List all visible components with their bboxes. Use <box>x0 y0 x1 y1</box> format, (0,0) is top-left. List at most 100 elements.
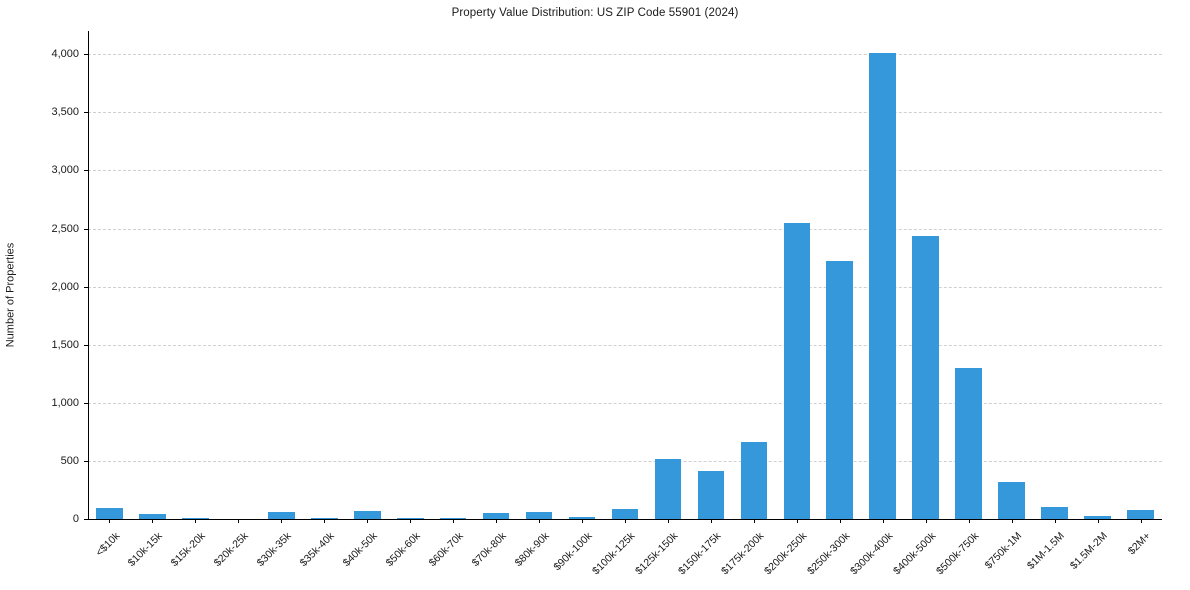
bar <box>869 53 897 519</box>
x-tick-mark <box>281 519 283 523</box>
y-tick-mark <box>84 344 88 346</box>
x-tick-mark <box>152 519 154 523</box>
x-tick-mark <box>925 519 927 523</box>
x-tick-label-text: $15k-20k <box>168 530 208 570</box>
y-tick-mark <box>84 286 88 288</box>
bar <box>139 513 166 519</box>
x-tick-label-text: $125k-150k <box>633 530 681 578</box>
x-tick-label-text: $1.5M-2M <box>1068 530 1111 572</box>
y-axis-label: Number of Properties <box>2 0 18 590</box>
y-tick-label: 4,000 <box>51 48 79 61</box>
x-tick-label-text: $90k-100k <box>551 530 595 574</box>
x-tick-label-text: $30k-35k <box>254 530 294 570</box>
bar <box>955 367 982 519</box>
bar <box>783 222 811 519</box>
bar <box>912 235 940 519</box>
y-tick-label: 3,500 <box>51 106 79 119</box>
y-tick-label: 0 <box>72 513 79 525</box>
gridline <box>88 170 1162 172</box>
x-tick-mark <box>367 519 369 523</box>
x-tick-label-text: $1M-1.5M <box>1025 530 1068 572</box>
bar <box>611 509 639 519</box>
gridline <box>88 286 1162 288</box>
bar <box>826 261 854 519</box>
bar <box>182 517 209 519</box>
x-tick-mark <box>195 519 197 523</box>
x-tick-mark <box>410 519 412 523</box>
x-tick-mark <box>1011 519 1013 523</box>
x-tick-mark <box>1097 519 1099 523</box>
bar <box>568 517 596 519</box>
bar <box>998 481 1025 519</box>
x-tick-mark <box>796 519 798 523</box>
x-tick-label-text: $200k-250k <box>762 530 810 578</box>
bar <box>740 442 768 519</box>
gridline <box>88 54 1162 56</box>
bar <box>525 511 553 519</box>
y-tick-mark <box>84 519 88 520</box>
bar <box>268 512 295 519</box>
gridline <box>88 402 1162 404</box>
bar <box>697 471 725 519</box>
bar <box>396 517 424 519</box>
y-tick-mark <box>84 54 88 56</box>
y-tick-mark <box>84 112 88 114</box>
x-tick-label-text: $750k-1M <box>982 530 1025 572</box>
x-tick-label-text: $70k-80k <box>469 530 509 570</box>
y-axis-label-text: Number of Properties <box>4 242 17 348</box>
x-tick-label-text: $35k-40k <box>297 530 337 570</box>
x-tick-mark <box>667 519 669 523</box>
x-tick-mark <box>453 519 455 523</box>
bar <box>654 458 682 519</box>
x-tick-mark <box>753 519 755 523</box>
x-tick-mark <box>582 519 584 523</box>
x-tick-mark <box>710 519 712 523</box>
y-tick-mark <box>84 228 88 230</box>
x-tick-label-text: $2M+ <box>1125 530 1154 558</box>
x-tick-label-text: $10k-15k <box>125 530 165 570</box>
bar <box>439 517 467 519</box>
x-tick-mark <box>625 519 626 523</box>
x-tick-label-text: $60k-70k <box>426 530 466 570</box>
x-tick-label-text: $500k-750k <box>933 530 982 578</box>
gridline <box>88 344 1162 346</box>
gridline <box>88 460 1162 462</box>
x-tick-label-text: $100k-125k <box>590 530 638 578</box>
x-tick-mark <box>839 519 841 523</box>
y-tick-mark <box>84 170 88 172</box>
gridline <box>88 112 1162 114</box>
chart-title: Property Value Distribution: US ZIP Code… <box>451 7 739 19</box>
x-tick-label-text: $250k-300k <box>804 530 853 578</box>
x-tick-label-text: $40k-50k <box>340 530 380 570</box>
x-tick-mark <box>882 519 884 523</box>
x-tick-mark <box>238 519 240 523</box>
bar <box>1127 510 1154 519</box>
y-tick-label: 2,000 <box>51 280 79 293</box>
x-tick-mark <box>1054 519 1056 523</box>
x-tick-mark <box>968 519 970 523</box>
plot-area <box>88 31 1162 519</box>
x-tick-label-text: $175k-200k <box>719 530 767 578</box>
bar <box>96 507 123 519</box>
bar <box>482 513 510 519</box>
x-tick-label-text: <$10k <box>93 530 122 559</box>
x-tick-label-text: $300k-400k <box>847 530 896 578</box>
x-tick-mark <box>496 519 498 523</box>
x-tick-label-text: $400k-500k <box>890 530 939 578</box>
bar <box>1084 516 1111 519</box>
y-axis-line <box>88 31 89 519</box>
x-tick-mark <box>324 519 326 523</box>
y-tick-label: 2,500 <box>51 222 79 235</box>
y-tick-mark <box>84 460 88 462</box>
x-tick-label-text: $50k-60k <box>383 530 423 570</box>
bar <box>1041 506 1068 519</box>
y-tick-label: 500 <box>60 454 79 467</box>
y-tick-mark <box>84 402 88 404</box>
x-tick-mark <box>539 519 541 523</box>
x-tick-mark <box>109 519 111 523</box>
y-tick-label: 1,000 <box>51 396 79 409</box>
x-tick-label-text: $150k-175k <box>676 530 724 578</box>
y-tick-label: 3,000 <box>51 164 79 177</box>
x-axis-line <box>88 519 1162 520</box>
